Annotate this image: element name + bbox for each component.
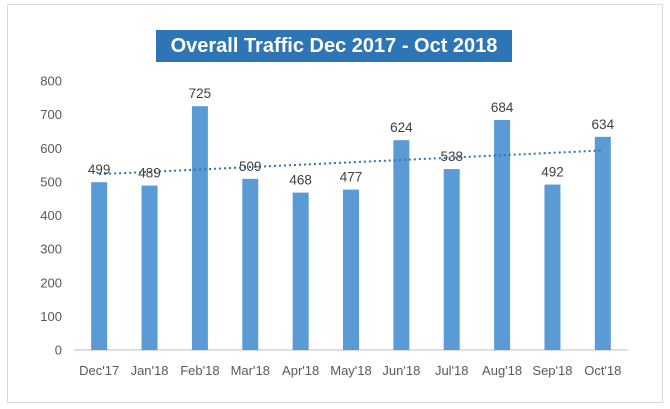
y-axis: 0 100 200 300 400 500 600 700 800 <box>40 74 62 358</box>
x-tick-label: Jun'18 <box>382 363 420 378</box>
data-label: 684 <box>491 100 514 115</box>
bar <box>544 184 561 350</box>
y-tick-label: 0 <box>55 343 62 358</box>
data-label: 489 <box>138 166 161 181</box>
trendline <box>99 149 603 176</box>
data-label: 499 <box>88 162 111 177</box>
x-tick-label: Jan'18 <box>131 363 169 378</box>
bar <box>343 189 359 350</box>
bar <box>494 120 511 350</box>
bar <box>191 106 208 350</box>
chart-title-box: Overall Traffic Dec 2017 - Oct 2018 <box>156 30 512 62</box>
x-tick-label: Mar'18 <box>231 363 270 378</box>
y-tick-label: 200 <box>40 275 62 290</box>
x-tick-label: Jul'18 <box>435 363 469 378</box>
x-tick-label: Feb'18 <box>180 363 219 378</box>
y-tick-label: 800 <box>40 74 62 89</box>
data-label: 634 <box>592 117 615 132</box>
x-tick-label: Sep'18 <box>532 363 572 378</box>
data-label: 477 <box>340 170 363 185</box>
bar <box>242 178 259 350</box>
y-tick-label: 400 <box>40 208 62 223</box>
data-label: 624 <box>390 120 413 135</box>
y-tick-label: 700 <box>40 107 62 122</box>
bar <box>292 192 309 350</box>
data-labels: 499 489 725 509 468 477 624 538 684 492 634 <box>88 86 615 187</box>
bar-series <box>91 106 611 350</box>
x-tick-label: Oct'18 <box>584 363 621 378</box>
x-tick-label: Aug'18 <box>482 363 522 378</box>
y-tick-label: 100 <box>40 309 62 324</box>
data-label: 492 <box>541 165 564 180</box>
bar <box>91 182 108 350</box>
x-tick-label: Apr'18 <box>282 363 319 378</box>
chart-title: Overall Traffic Dec 2017 - Oct 2018 <box>170 34 498 57</box>
data-label: 538 <box>440 149 463 164</box>
x-tick-label: May'18 <box>330 363 372 378</box>
bar <box>393 140 410 350</box>
data-label: 509 <box>239 159 262 174</box>
y-tick-label: 500 <box>40 174 62 189</box>
bar <box>141 185 158 350</box>
data-label: 725 <box>189 86 212 101</box>
y-tick-label: 300 <box>40 242 62 257</box>
bar <box>594 136 611 350</box>
bar <box>443 169 460 350</box>
y-tick-label: 600 <box>40 141 62 156</box>
x-tick-label: Dec'17 <box>79 363 119 378</box>
x-axis: Dec'17 Jan'18 Feb'18 Mar'18 Apr'18 May'18 Jun'… <box>79 363 621 378</box>
data-label: 468 <box>289 173 312 188</box>
